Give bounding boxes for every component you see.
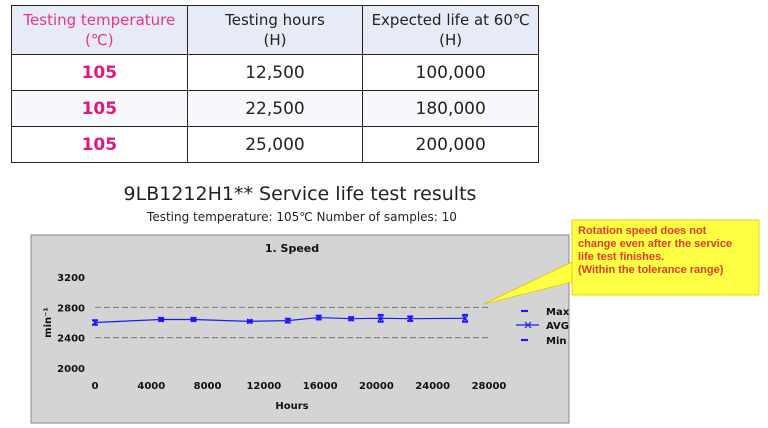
- life-test-table: Testing temperature (℃) Testing hours (H…: [11, 5, 539, 163]
- table-row: 105 22,500 180,000: [11, 90, 539, 127]
- cell-temperature: 105: [11, 54, 188, 91]
- callout-line: change even after the service: [578, 238, 733, 250]
- avg-point: [190, 316, 197, 323]
- legend-max-label: Max: [546, 307, 570, 318]
- cell-life: 200,000: [362, 126, 539, 163]
- table-header-row: Testing temperature (℃) Testing hours (H…: [11, 5, 539, 55]
- header-unit: (H): [439, 31, 463, 49]
- avg-point: [158, 316, 165, 323]
- y-tick-label: 3200: [57, 273, 85, 284]
- cell-temperature: 105: [11, 126, 188, 163]
- header-unit: (℃): [85, 31, 114, 49]
- header-testing-temperature: Testing temperature (℃): [11, 5, 188, 55]
- chart-main-title: 9LB1212H1** Service life test results: [123, 183, 477, 205]
- legend-avg-label: AVG: [546, 321, 569, 332]
- x-tick-label: 4000: [137, 381, 165, 392]
- callout-box: [483, 219, 760, 305]
- header-label: Testing hours: [225, 11, 325, 29]
- x-tick-label: 8000: [194, 381, 222, 392]
- avg-point: [377, 315, 384, 322]
- avg-point: [246, 318, 253, 325]
- x-tick-label: 12000: [246, 381, 281, 392]
- cell-life: 100,000: [362, 54, 539, 91]
- avg-point: [315, 314, 322, 321]
- legend-min-label: Min: [546, 336, 567, 347]
- chart-frame: [30, 234, 570, 424]
- avg-point: [462, 315, 469, 322]
- y-tick-label: 2000: [57, 364, 85, 375]
- legend-avg-marker: [524, 321, 532, 329]
- chart-subtitle: Testing temperature: 105℃ Number of samp…: [147, 210, 457, 224]
- avg-point: [407, 315, 414, 322]
- x-tick-label: 16000: [303, 381, 338, 392]
- x-tick-label: 28000: [472, 381, 507, 392]
- header-unit: (H): [263, 31, 287, 49]
- callout-background: [571, 219, 760, 296]
- avg-point: [284, 317, 291, 324]
- x-axis-label: Hours: [275, 401, 308, 412]
- y-tick-label: 2800: [57, 303, 85, 314]
- y-tick-label: 2400: [57, 334, 85, 345]
- callout-line: life test finishes.: [578, 251, 665, 263]
- avg-point: [92, 319, 98, 326]
- avg-series-line: [94, 316, 466, 324]
- cell-life: 180,000: [362, 90, 539, 127]
- callout-line: (Within the tolerance range): [578, 264, 724, 276]
- avg-point: [348, 315, 355, 322]
- header-testing-hours: Testing hours (H): [186, 5, 364, 55]
- header-label: Expected life at 60℃: [371, 11, 530, 29]
- header-expected-life: Expected life at 60℃ (H): [362, 5, 539, 55]
- y-axis-label: min⁻¹: [43, 307, 54, 338]
- callout-line: Rotation speed does not: [578, 225, 707, 237]
- x-tick-label: 0: [92, 381, 99, 392]
- cell-temperature: 105: [11, 90, 188, 127]
- x-tick-label: 20000: [359, 381, 394, 392]
- x-tick-label: 24000: [415, 381, 450, 392]
- table-row: 105 25,000 200,000: [11, 126, 539, 163]
- callout-text: Rotation speed does not change even afte…: [578, 225, 756, 277]
- header-label: Testing temperature: [23, 11, 176, 29]
- cell-hours: 25,000: [186, 126, 364, 163]
- chart-title: 1. Speed: [265, 242, 319, 255]
- cell-hours: 22,500: [186, 90, 364, 127]
